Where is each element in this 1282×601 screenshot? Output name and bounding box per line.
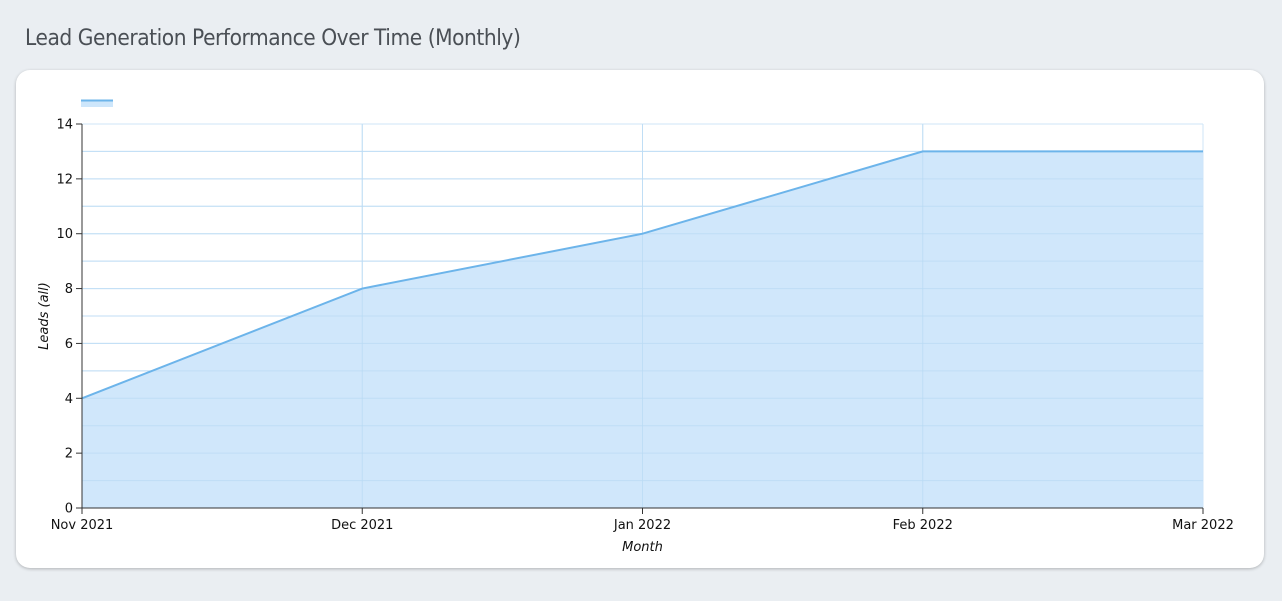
chart-series: [81, 124, 1204, 508]
y-tick-label: 4: [65, 392, 73, 407]
x-tick-label: Dec 2021: [331, 518, 393, 533]
chart-axes: [76, 123, 1204, 514]
y-axis-title: Leads (all): [37, 282, 52, 350]
x-tick-label: Mar 2022: [1172, 518, 1234, 533]
chart-labels: 0 2 4 6 8 10 12 14 Nov 2021 Dec 2021 Jan 2022 Feb 2…: [37, 118, 1234, 556]
y-tick-label: 14: [56, 118, 73, 133]
page-title: Lead Generation Performance Over Time (M…: [25, 26, 521, 51]
y-tick-label: 2: [65, 447, 73, 462]
chart-legend[interactable]: [81, 99, 113, 107]
y-tick-label: 6: [65, 337, 73, 352]
x-tick-label: Jan 2022: [613, 518, 671, 533]
x-tick-label: Feb 2022: [893, 518, 953, 533]
y-tick-label: 12: [56, 172, 73, 187]
y-tick-label: 8: [65, 282, 73, 297]
y-tick-label: 10: [56, 227, 73, 242]
x-axis-title: Month: [622, 540, 663, 555]
x-tick-label: Nov 2021: [51, 518, 114, 533]
legend-swatch[interactable]: [81, 100, 113, 107]
y-tick-label: 0: [65, 502, 73, 517]
